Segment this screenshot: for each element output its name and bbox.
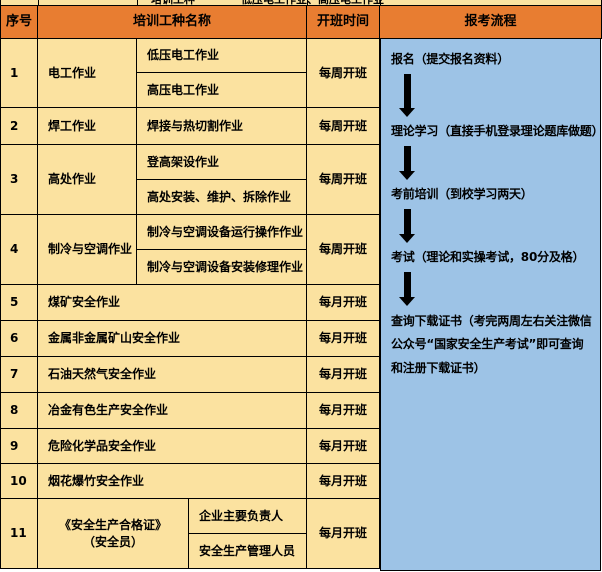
- header-trade-name: 培训工种名称: [37, 5, 307, 39]
- category-cell: 制冷与空调作业: [37, 214, 137, 285]
- start-time-cell: 每月开班: [306, 428, 380, 464]
- start-time-cell: 每周开班: [306, 38, 380, 108]
- table-row: 5: [0, 284, 38, 321]
- exam-process-panel: 报名（提交报名资料） 理论学习（直接手机登录理论题库做题） 考前培训（到校学习两…: [380, 38, 601, 571]
- clipped-fragment-a: 培训工种: [151, 0, 195, 5]
- table-row: 10: [0, 463, 38, 499]
- category-cell: 《安全生产合格证》 （安全员）: [37, 498, 189, 569]
- category-cell: 危险化学品安全作业: [37, 428, 307, 464]
- process-step-5: 查询下载证书（考完两周左右关注微信公众号“国家安全生产考试”即可查询和注册下载证…: [391, 314, 592, 375]
- category-cell: 焊工作业: [37, 107, 137, 145]
- start-time-cell: 每月开班: [306, 463, 380, 499]
- table-row: 8: [0, 392, 38, 429]
- process-step-4: 考试（理论和实操考试，80分及格）: [391, 250, 585, 264]
- start-time-cell: 每月开班: [306, 498, 380, 569]
- category-cell: 冶金有色生产安全作业: [37, 392, 307, 429]
- table-row: 1: [0, 38, 38, 108]
- table-row: 3: [0, 144, 38, 215]
- category-cell: 石油天然气安全作业: [37, 356, 307, 393]
- subitem-cell: 企业主要负责人: [188, 498, 307, 534]
- table-row: 6: [0, 320, 38, 357]
- down-arrow-icon: [399, 146, 415, 180]
- down-arrow-icon: [399, 74, 415, 117]
- start-time-cell: 每月开班: [306, 356, 380, 393]
- header-start-time: 开班时间: [306, 5, 380, 39]
- category-cell: 金属非金属矿山安全作业: [37, 320, 307, 357]
- subitem-cell: 制冷与空调设备运行操作作业: [136, 214, 307, 250]
- header-process: 报考流程: [379, 5, 602, 39]
- start-time-cell: 每周开班: [306, 214, 380, 285]
- down-arrow-icon: [399, 272, 415, 306]
- subitem-cell: 制冷与空调设备安装修理作业: [136, 249, 307, 285]
- subitem-cell: 焊接与热切割作业: [136, 107, 307, 145]
- category-cell: 烟花爆竹安全作业: [37, 463, 307, 499]
- down-arrow-icon: [399, 209, 415, 243]
- start-time-cell: 每月开班: [306, 284, 380, 321]
- table-row: 11: [0, 498, 38, 569]
- subitem-cell: 高处安装、维护、拆除作业: [136, 179, 307, 215]
- subitem-cell: 低压电工作业: [136, 38, 307, 73]
- table-row: 7: [0, 356, 38, 393]
- subitem-cell: 高压电工作业: [136, 72, 307, 108]
- category-cell: 煤矿安全作业: [37, 284, 307, 321]
- start-time-cell: 每月开班: [306, 320, 380, 357]
- category-cell: 高处作业: [37, 144, 137, 215]
- start-time-cell: 每月开班: [306, 392, 380, 429]
- start-time-cell: 每周开班: [306, 144, 380, 215]
- start-time-cell: 每周开班: [306, 107, 380, 145]
- process-step-2: 理论学习（直接手机登录理论题库做题）: [391, 124, 601, 138]
- table-row: 9: [0, 428, 38, 464]
- header-seq: 序号: [0, 5, 38, 39]
- table-row: 2: [0, 107, 38, 145]
- clipped-fragment-b: 低压电工作业、高压电工作业: [241, 0, 384, 5]
- subitem-cell: 安全生产管理人员: [188, 533, 307, 569]
- process-step-3: 考前培训（到校学习两天）: [391, 187, 533, 201]
- subitem-cell: 登高架设作业: [136, 144, 307, 180]
- table-row: 4: [0, 214, 38, 285]
- category-cell: 电工作业: [37, 38, 137, 108]
- process-step-1: 报名（提交报名资料）: [391, 52, 510, 66]
